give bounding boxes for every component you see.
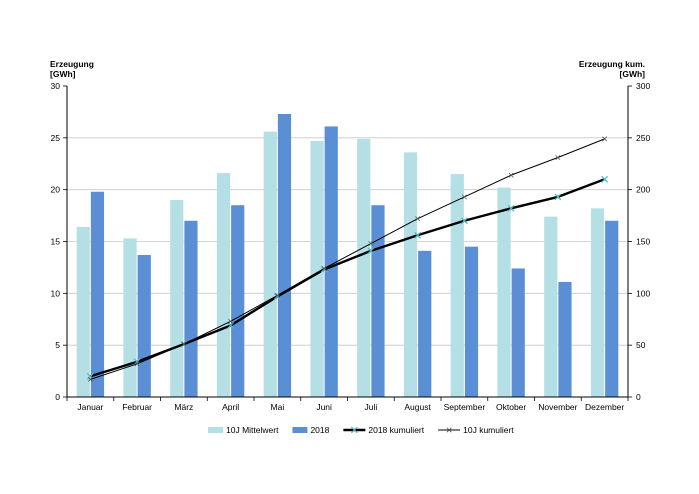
bar-2018 [558, 281, 572, 397]
marker-2018-kumuliert [367, 247, 375, 255]
axes [63, 85, 632, 401]
marker-2018-kumuliert [414, 231, 422, 239]
x-tick-label: November [538, 402, 577, 412]
bar-mittelwert [76, 226, 90, 397]
y-axis-title-right: Erzeugung kum. [GWh] [579, 59, 645, 79]
y-tick-label-right: 100 [636, 288, 650, 298]
bar-2018 [90, 191, 105, 397]
x-tick-label: Oktober [496, 402, 526, 412]
marker-10j-kumuliert [368, 241, 374, 247]
y-tick-label-right: 300 [636, 81, 650, 91]
legend: 10J Mittelwert 2018 2018 kumuliert 10J kumu… [208, 425, 514, 435]
y-tick-label-left: 15 [51, 237, 61, 247]
bar-mittelwert [544, 216, 558, 397]
bar-2018 [371, 205, 385, 397]
bar-2018 [511, 268, 525, 397]
y-tick-label-left: 30 [51, 81, 61, 91]
y-axis-title-right-line1: Erzeugung kum. [578, 59, 645, 69]
bar-mittelwert [357, 138, 371, 397]
x-tick-label: Mai [271, 402, 285, 412]
bar-mittelwert [123, 238, 137, 397]
marker-2018-kumuliert [507, 204, 515, 212]
y-tick-label-left: 0 [55, 392, 60, 402]
x-tick-label: Dezember [585, 402, 624, 412]
y-tick-label-left: 25 [51, 133, 61, 143]
y-tick-label-right: 250 [636, 133, 650, 143]
marker-10j-kumuliert [228, 318, 234, 324]
marker-10j-kumuliert [415, 216, 421, 222]
y-tick-label-right: 200 [636, 185, 650, 195]
x-tick-label: Juli [364, 402, 377, 412]
bar-mittelwert [170, 200, 184, 397]
y-tick-label-left: 20 [51, 185, 61, 195]
legend-marker-10j-kumuliert [446, 427, 452, 433]
bar-mittelwert [310, 140, 324, 397]
marker-10j-kumuliert [555, 155, 561, 161]
legend-swatch-mittelwert [208, 427, 223, 433]
marker-10j-kumuliert [461, 194, 467, 200]
y-axis-title-left-line1: Erzeugung [50, 59, 94, 69]
y-tick-label-left: 5 [55, 340, 60, 350]
bar-2018 [605, 220, 619, 397]
marker-10j-kumuliert [134, 361, 140, 367]
bar-2018 [184, 220, 198, 397]
bar-2018 [324, 126, 338, 398]
legend-label-2018: 2018 [310, 425, 329, 435]
marker-10j-kumuliert [508, 172, 514, 178]
marker-2018-kumuliert [601, 175, 609, 183]
legend-label-2018-kumuliert: 2018 kumuliert [368, 425, 424, 435]
y-axis-title-left-line2: [GWh] [50, 69, 76, 79]
y-tick-label-right: 150 [636, 237, 650, 247]
x-tick-label: August [404, 402, 431, 412]
marker-10j-kumuliert [602, 136, 608, 142]
bar-mittelwert [403, 152, 418, 397]
legend-label-mittelwert: 10J Mittelwert [226, 425, 279, 435]
x-tick-label: Januar [77, 402, 103, 412]
marker-2018-kumuliert [460, 217, 468, 225]
bar-2018 [277, 113, 292, 398]
bar-mittelwert [263, 131, 277, 397]
y-axis-title-right-line2: [GWh] [619, 69, 646, 79]
bar-2018 [464, 246, 479, 397]
marker-10j-kumuliert [321, 265, 327, 271]
line-2018-kumuliert [90, 178, 606, 378]
bar-mittelwert [216, 173, 231, 397]
x-tick-label: April [222, 402, 239, 412]
bar-mittelwert [590, 208, 605, 397]
legend-marker-2018-kumuliert [350, 426, 358, 434]
x-tick-label: Februar [122, 402, 152, 412]
bar-mittelwert [450, 174, 464, 397]
cumulative-lines [86, 136, 609, 382]
bar-2018 [231, 205, 245, 397]
y-tick-label-right: 0 [636, 392, 641, 402]
tick-labels: 0 0 5 50 10 100 15 150 20 200 25 250 30 300 Januar Febr… [51, 81, 651, 412]
x-tick-label: März [174, 402, 193, 412]
legend-label-10j-kumuliert: 10J kumuliert [463, 425, 514, 435]
bar-2018 [137, 254, 151, 397]
marker-10j-kumuliert [87, 376, 93, 382]
legend-swatch-2018 [292, 427, 308, 433]
bars [76, 113, 619, 398]
line-10j-kumuliert [90, 138, 605, 380]
marker-10j-kumuliert [274, 292, 280, 298]
x-tick-label: Juni [316, 402, 332, 412]
y-axis-title-left: Erzeugung [GWh] [50, 59, 94, 79]
y-tick-label-left: 10 [51, 288, 61, 298]
marker-2018-kumuliert [554, 193, 562, 201]
marker-10j-kumuliert [181, 341, 187, 347]
gridlines [67, 137, 628, 346]
marker-2018-kumuliert [133, 358, 141, 366]
bar-mittelwert [497, 187, 511, 397]
bar-2018 [418, 250, 432, 397]
y-tick-label-right: 50 [636, 340, 646, 350]
x-tick-label: September [444, 402, 486, 412]
